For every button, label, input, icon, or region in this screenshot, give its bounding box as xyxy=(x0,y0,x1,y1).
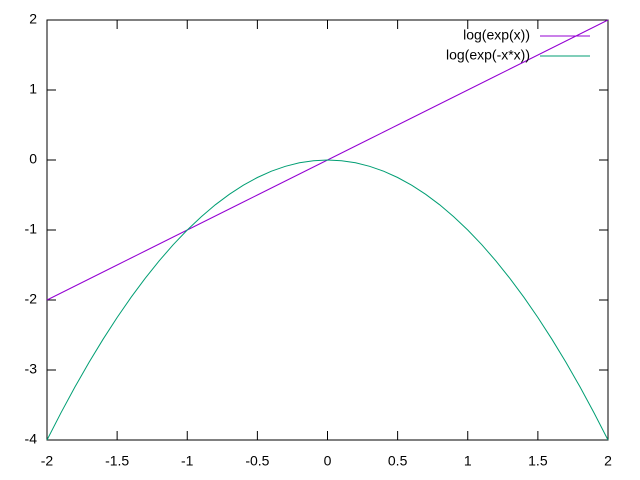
x-tick-label: 1 xyxy=(464,453,472,469)
line-series xyxy=(46,159,609,441)
y-tick-label: 1 xyxy=(29,81,37,97)
y-tick-label: -2 xyxy=(25,291,38,307)
x-tick-label: -1.5 xyxy=(105,453,129,469)
y-tick-label: 2 xyxy=(29,11,37,27)
y-tick-label: -4 xyxy=(25,431,38,447)
x-tick-label: 0.5 xyxy=(388,453,408,469)
x-tick-label: -2 xyxy=(41,453,54,469)
x-tick-label: 2 xyxy=(604,453,612,469)
y-tick-label: -3 xyxy=(25,361,38,377)
x-tick-label: -1 xyxy=(181,453,194,469)
x-tick-label: -0.5 xyxy=(245,453,269,469)
x-tick-label: 0 xyxy=(324,453,332,469)
legend-label: log(exp(-x*x)) xyxy=(446,47,530,63)
y-tick-label: 0 xyxy=(29,151,37,167)
y-tick-label: -1 xyxy=(25,221,38,237)
legend-label: log(exp(x)) xyxy=(463,27,530,43)
x-tick-label: 1.5 xyxy=(528,453,548,469)
